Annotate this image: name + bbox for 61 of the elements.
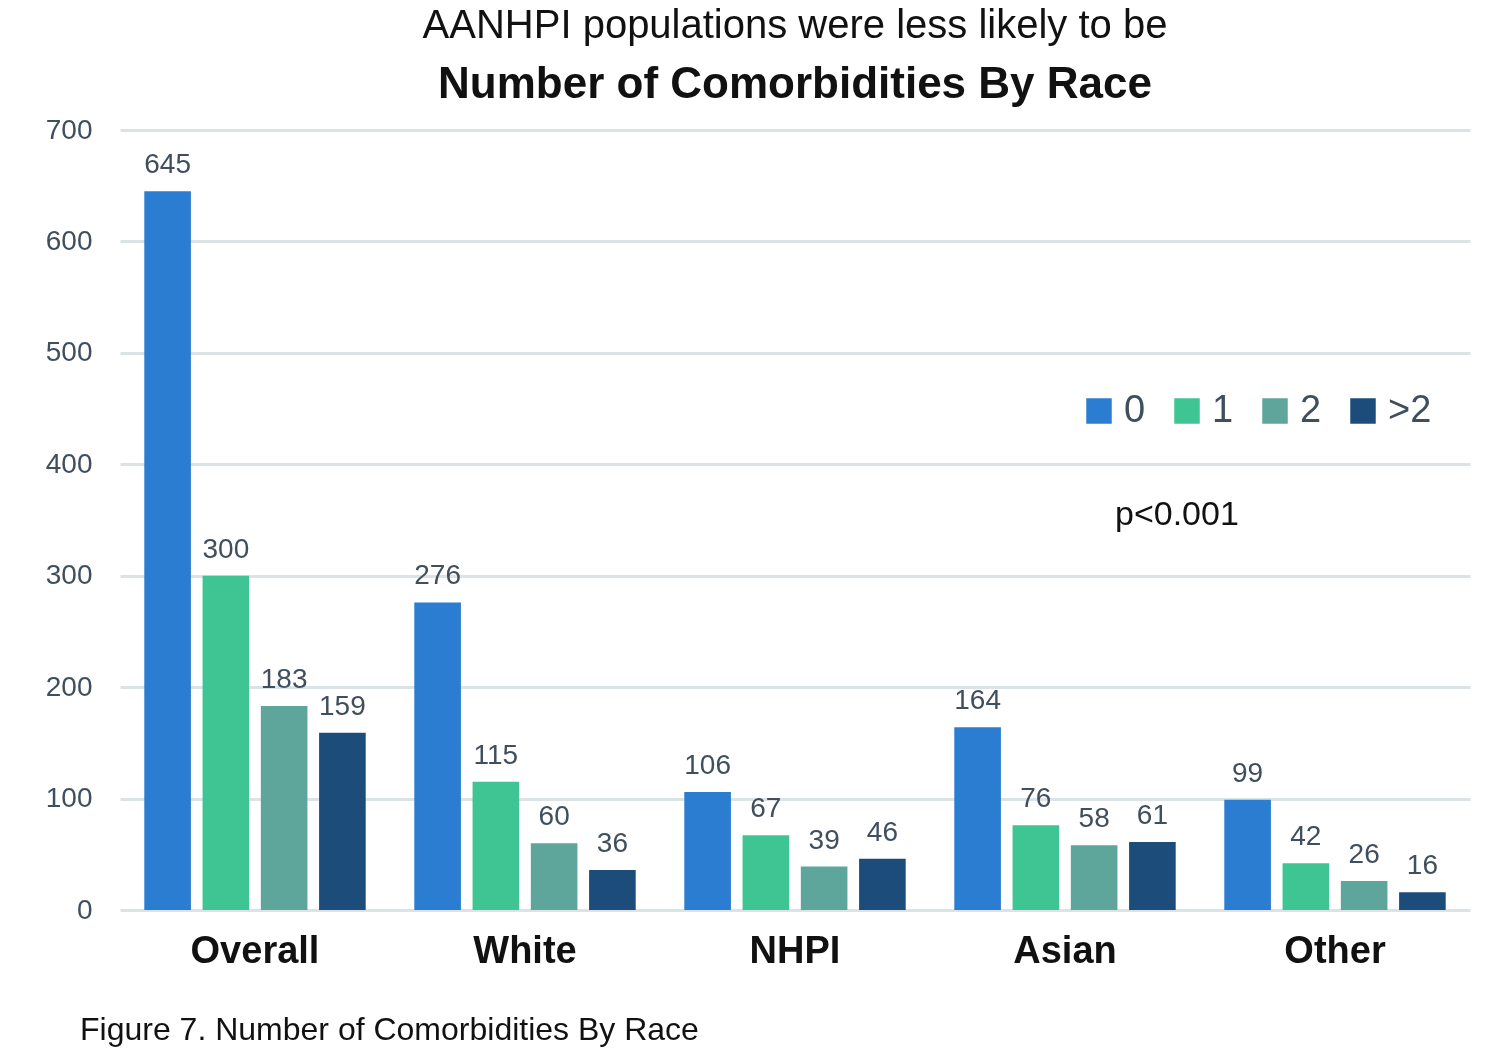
y-tick-label: 500	[45, 336, 93, 368]
y-tick-label: 700	[45, 113, 93, 145]
annotation: p<0.001	[1115, 494, 1239, 532]
bar	[144, 191, 191, 910]
bar	[530, 843, 578, 910]
data-label: 16	[1406, 849, 1438, 881]
x-tick-label: Other	[1284, 928, 1386, 971]
data-label: 76	[1020, 782, 1052, 814]
legend-label: 1	[1212, 388, 1234, 430]
data-label: 300	[202, 532, 250, 564]
bar	[1129, 842, 1176, 910]
bar	[319, 732, 366, 910]
data-label: 115	[473, 738, 519, 770]
bar	[684, 791, 731, 910]
bar	[1340, 881, 1388, 910]
bar	[260, 706, 308, 910]
bar	[1012, 825, 1060, 910]
y-tick-label: 200	[45, 670, 93, 702]
bar	[1070, 845, 1118, 910]
bar	[589, 869, 636, 910]
x-tick-label: NHPI	[749, 928, 841, 971]
bar	[202, 575, 250, 910]
data-label: 99	[1232, 756, 1264, 788]
data-label: 46	[866, 815, 898, 847]
data-label: 26	[1348, 838, 1380, 870]
data-label: 58	[1078, 802, 1110, 834]
data-label: 645	[144, 148, 191, 180]
bar	[742, 835, 790, 910]
bar	[1224, 799, 1271, 910]
data-label: 276	[414, 559, 461, 591]
chart-title: Number of Comorbidities By Race	[438, 58, 1152, 107]
y-tick-label: 300	[45, 559, 93, 591]
data-label: 183	[260, 663, 308, 695]
data-label: 164	[954, 684, 1001, 716]
y-tick-label: 100	[45, 782, 93, 814]
legend-label: 0	[1124, 388, 1146, 430]
text: AANHPI populations were less likely to be	[422, 2, 1168, 46]
x-tick-label: White	[473, 928, 577, 971]
caption: Figure 7. Number of Comorbidities By Race	[80, 1011, 699, 1047]
x-tick-label: Overall	[190, 928, 320, 971]
bar	[1399, 892, 1446, 910]
data-label: 60	[538, 800, 570, 832]
data-label: 67	[750, 792, 782, 824]
data-label: 39	[808, 823, 840, 855]
bar	[1282, 863, 1330, 910]
bar	[800, 866, 848, 910]
bar	[472, 781, 520, 910]
data-label: 159	[319, 689, 366, 721]
y-tick-label: 600	[45, 224, 93, 256]
bar	[414, 602, 461, 910]
x-tick-label: Asian	[1013, 928, 1117, 971]
y-tick-label: 0	[76, 893, 93, 925]
data-label: 106	[684, 748, 731, 780]
bar	[859, 858, 906, 910]
data-label: 36	[596, 826, 628, 858]
legend-label: >2	[1388, 388, 1432, 430]
bar	[954, 727, 1001, 910]
data-label: 42	[1290, 820, 1322, 852]
y-tick-label: 400	[45, 447, 93, 479]
legend-label: 2	[1300, 388, 1322, 430]
data-label: 61	[1136, 799, 1168, 831]
